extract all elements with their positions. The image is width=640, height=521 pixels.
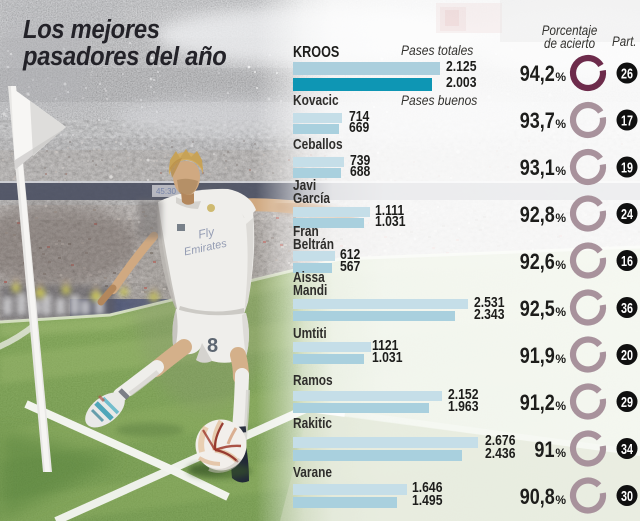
svg-text:26: 26: [621, 65, 633, 82]
svg-text:24: 24: [621, 205, 634, 222]
svg-text:29: 29: [621, 393, 633, 410]
svg-text:34: 34: [621, 440, 634, 457]
svg-text:16: 16: [621, 252, 633, 269]
svg-text:36: 36: [621, 299, 633, 316]
svg-text:17: 17: [621, 112, 633, 129]
svg-text:20: 20: [621, 346, 633, 363]
svg-text:19: 19: [621, 159, 633, 176]
svg-text:30: 30: [621, 487, 633, 504]
